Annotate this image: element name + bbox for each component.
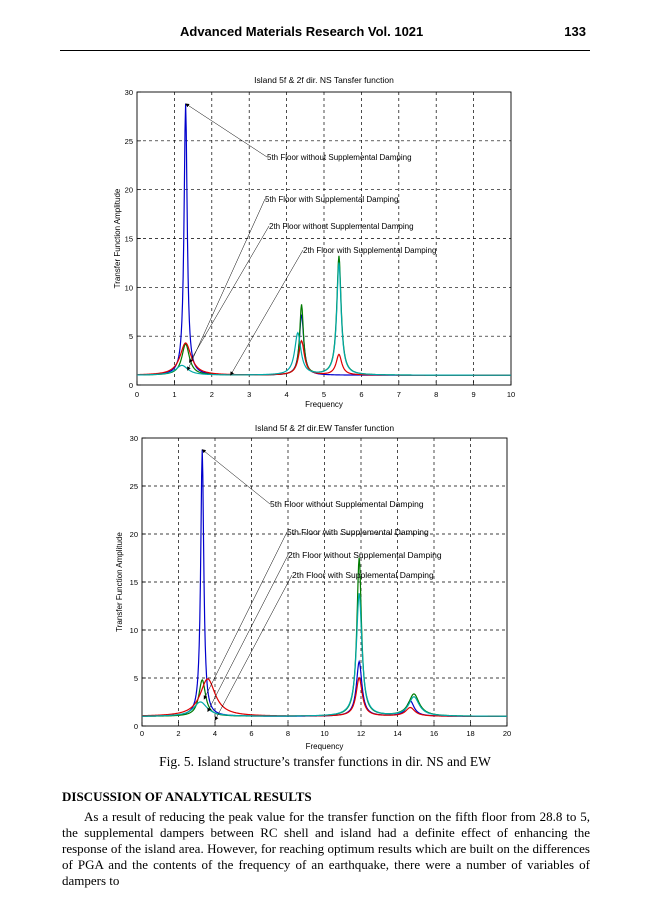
figure-caption: Fig. 5. Island structure’s transfer func… (159, 754, 491, 769)
x-tick-label: 20 (503, 729, 511, 738)
annotation-label: 5th Floor with Supplemental Damping (287, 527, 429, 537)
plot-frame (141, 437, 508, 727)
x-tick-label: 4 (213, 729, 217, 738)
x-axis-label: Frequency (305, 400, 343, 409)
annotation-arrow (185, 103, 268, 158)
y-tick-label: 25 (125, 137, 133, 146)
y-tick-label: 10 (125, 283, 133, 292)
annotation-arrow (214, 574, 293, 721)
annotation-label: 5th Floor with Supplemental Damping (265, 195, 398, 204)
annotation-label: 5th Floor without Supplemental Damping (270, 499, 424, 509)
annotation-arrow (207, 554, 289, 713)
x-tick-label: 10 (320, 729, 328, 738)
annotation-arrow (187, 198, 266, 371)
y-tick-label: 30 (130, 434, 138, 443)
body-paragraph: As a result of reducing the peak value f… (62, 809, 590, 888)
x-tick-label: 9 (472, 390, 476, 399)
x-tick-label: 6 (249, 729, 253, 738)
chart-ns-transfer-function: Island 5f & 2f dir. NS Tansfer function 0… (113, 75, 515, 409)
y-tick-label: 0 (129, 381, 133, 390)
y-axis-label: Transfer Function Amplitude (115, 532, 124, 632)
series-line-3 (136, 262, 511, 376)
chart-title: Island 5f & 2f dir. NS Tansfer function (254, 75, 394, 85)
x-axis-label: Frequency (306, 742, 344, 751)
y-tick-label: 30 (125, 88, 133, 97)
x-tick-label: 2 (176, 729, 180, 738)
y-tick-label: 5 (129, 332, 133, 341)
annotation-label: 2th Floor without Supplemental Damping (288, 550, 442, 560)
annotation-label: 5th Floor without Supplemental Damping (267, 153, 412, 162)
x-tick-label: 18 (466, 729, 474, 738)
y-tick-label: 20 (125, 186, 133, 195)
annotation-label: 2th Floor without Supplemental Damping (269, 222, 414, 231)
x-tick-label: 0 (135, 390, 139, 399)
x-tick-label: 14 (393, 729, 401, 738)
x-tick-label: 4 (285, 390, 289, 399)
journal-title: Advanced Materials Research Vol. 1021 (180, 24, 424, 39)
x-tick-label: 0 (140, 729, 144, 738)
x-tick-label: 12 (357, 729, 365, 738)
x-tick-label: 8 (286, 729, 290, 738)
y-tick-label: 20 (130, 530, 138, 539)
x-tick-label: 10 (507, 390, 515, 399)
x-tick-label: 2 (210, 390, 214, 399)
y-tick-label: 15 (130, 578, 138, 587)
x-tick-label: 3 (247, 390, 251, 399)
x-tick-label: 7 (397, 390, 401, 399)
x-tick-label: 6 (359, 390, 363, 399)
annotation-arrow (201, 449, 271, 505)
section-heading: DISCUSSION OF ANALYTICAL RESULTS (62, 789, 312, 804)
annotation-label: 2th Floor with Supplemental Damping (292, 570, 434, 580)
x-tick-label: 16 (430, 729, 438, 738)
running-header: Advanced Materials Research Vol. 1021 13… (60, 22, 590, 51)
annotation-arrow (230, 249, 304, 376)
x-tick-label: 1 (172, 390, 176, 399)
y-tick-label: 25 (130, 482, 138, 491)
page-number: 133 (564, 24, 586, 39)
y-tick-label: 0 (134, 722, 138, 731)
chart-title: Island 5f & 2f dir.EW Tansfer function (255, 423, 394, 433)
series-line-3 (142, 593, 507, 717)
x-tick-label: 8 (434, 390, 438, 399)
y-tick-label: 15 (125, 235, 133, 244)
plot-frame (136, 91, 512, 386)
annotation-arrow (189, 225, 270, 363)
x-tick-label: 5 (322, 390, 326, 399)
y-tick-label: 5 (134, 674, 138, 683)
annotation-label: 2th Floor with Supplemental Damping (303, 246, 436, 255)
y-tick-label: 10 (130, 626, 138, 635)
annotation-arrow (203, 531, 288, 700)
chart-ew-transfer-function: Island 5f & 2f dir.EW Tansfer function 0 2… (115, 423, 511, 751)
y-axis-label: Transfer Function Amplitude (113, 188, 122, 288)
